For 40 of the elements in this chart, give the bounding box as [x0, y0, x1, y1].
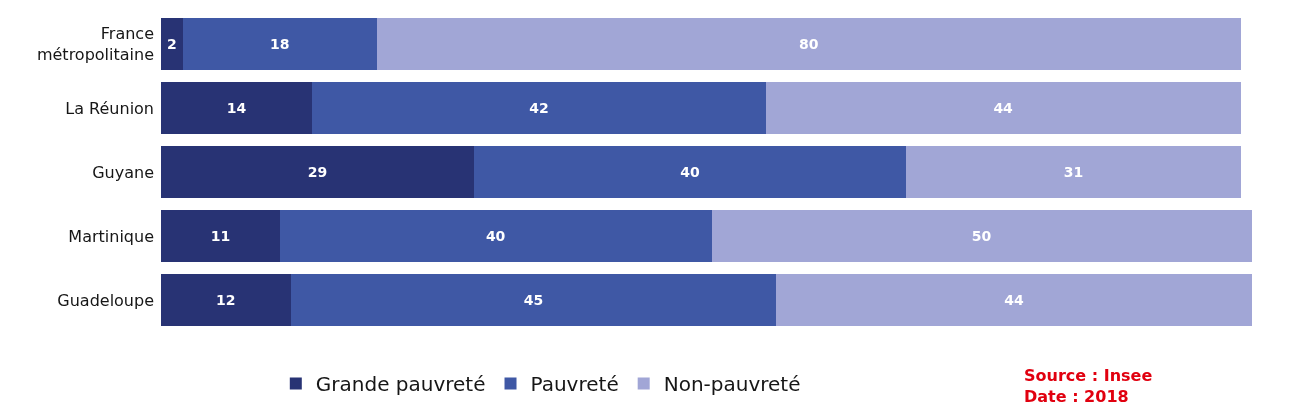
data-label: 40	[485, 228, 506, 244]
bar	[765, 82, 1241, 134]
data-label: 40	[680, 164, 700, 180]
bar	[776, 274, 1252, 326]
source-note: Source : Insee	[1024, 366, 1153, 385]
y-tick-label: Guadeloupe	[57, 290, 154, 310]
bar	[906, 146, 1241, 198]
data-label: 14	[226, 100, 247, 116]
bar	[312, 82, 766, 134]
bar	[161, 18, 183, 70]
data-label: 44	[1004, 292, 1024, 308]
legend-label: Pauvreté	[530, 372, 619, 397]
data-label: 11	[210, 228, 231, 244]
bar	[711, 210, 1252, 262]
y-tick-label: La Réunion	[65, 98, 154, 118]
bar	[161, 274, 291, 326]
data-label: 80	[799, 36, 819, 52]
data-label: 31	[1063, 164, 1084, 180]
data-label: 50	[971, 228, 992, 244]
data-label: 44	[993, 100, 1014, 116]
bar	[376, 18, 1241, 70]
legend-label: Non-pauvreté	[663, 372, 801, 397]
y-tick-label: Guyane	[92, 162, 154, 182]
legend-label: Grande pauvreté	[315, 372, 486, 397]
bar	[474, 146, 907, 198]
text: Date : 2018	[1024, 387, 1129, 406]
data-label: 45	[523, 292, 544, 308]
data-label: 18	[270, 36, 290, 52]
data-label: 12	[216, 292, 236, 308]
data-label: 2	[166, 36, 177, 52]
data-label: 42	[529, 100, 549, 116]
y-tick-label: Martinique	[68, 226, 154, 246]
data-label: 29	[307, 164, 328, 180]
bar	[279, 210, 712, 262]
y-tick-label: France métropolitaine	[36, 24, 154, 64]
bar	[161, 82, 313, 134]
bar	[161, 146, 475, 198]
bar	[290, 274, 777, 326]
bar	[161, 210, 280, 262]
bar	[182, 18, 377, 70]
